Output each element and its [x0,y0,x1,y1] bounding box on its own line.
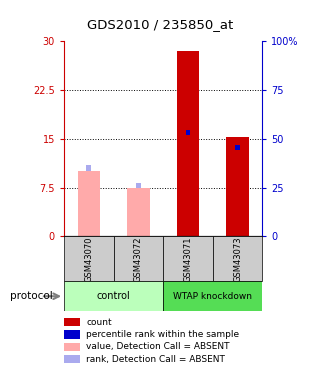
Bar [227,137,249,236]
Bar [163,281,262,311]
Text: rank, Detection Call = ABSENT: rank, Detection Call = ABSENT [86,355,225,364]
Bar [213,236,262,281]
Bar [235,145,240,150]
Text: GSM43070: GSM43070 [84,236,93,282]
Text: GDS2010 / 235850_at: GDS2010 / 235850_at [87,18,233,31]
Text: GSM43071: GSM43071 [183,236,193,282]
Bar [64,281,163,311]
Text: GSM43073: GSM43073 [233,236,242,282]
Bar [186,130,190,135]
Text: percentile rank within the sample: percentile rank within the sample [86,330,240,339]
Bar [177,51,199,236]
Bar [114,236,163,281]
Text: count: count [86,318,112,327]
Text: value, Detection Call = ABSENT: value, Detection Call = ABSENT [86,342,230,351]
Bar [127,188,149,236]
Text: WTAP knockdown: WTAP knockdown [173,292,252,301]
Bar [86,165,91,171]
Bar [136,183,141,188]
Bar [64,236,114,281]
Text: GSM43072: GSM43072 [134,236,143,282]
Bar [163,236,213,281]
Text: protocol: protocol [10,291,52,301]
Text: control: control [97,291,131,301]
Bar [78,171,100,236]
